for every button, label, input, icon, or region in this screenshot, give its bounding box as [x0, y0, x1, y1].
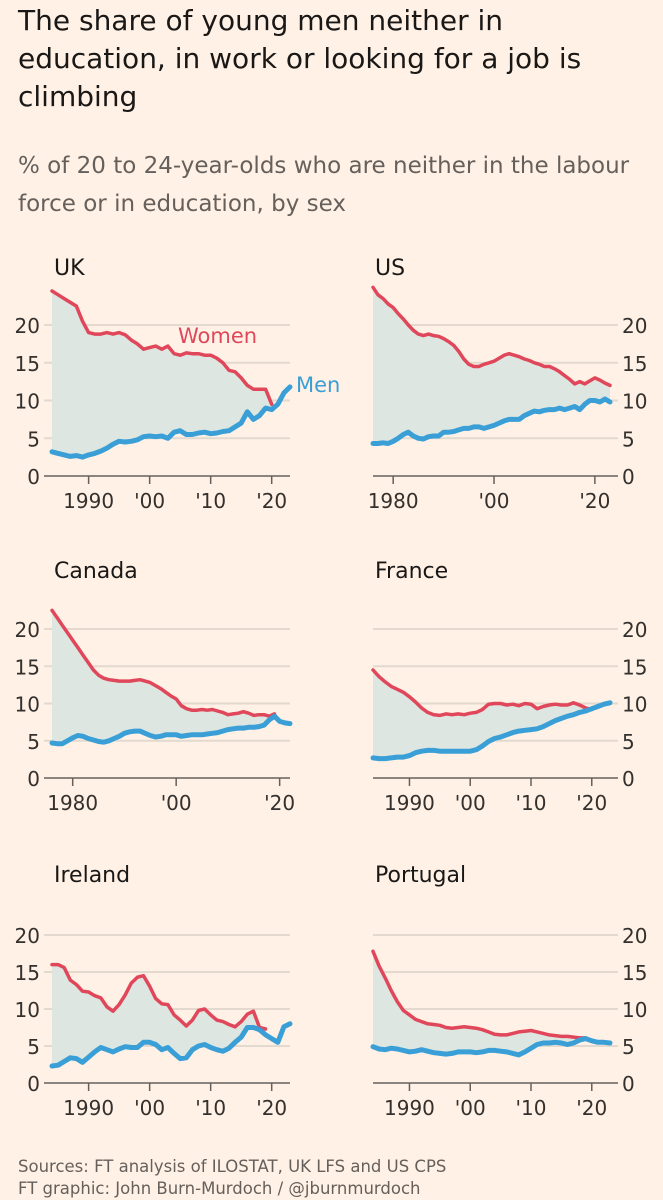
portugal-xtick-label: '00: [455, 1096, 486, 1120]
women-series-label: Women: [178, 324, 257, 348]
canada-men-line: [49, 713, 293, 747]
ireland-ytick-label: 10: [15, 998, 40, 1022]
portugal-xtick-label: '20: [576, 1096, 607, 1120]
portugal-men-line: [370, 1036, 613, 1058]
ireland-xtick-label: 1990: [63, 1096, 114, 1120]
portugal-xtick-label: 1990: [384, 1096, 435, 1120]
france-ytick-label: 20: [622, 618, 647, 642]
france-xtick-label: '10: [516, 791, 547, 815]
ireland-xtick-label: '20: [256, 1096, 287, 1120]
us-gap-area: [373, 287, 610, 444]
portugal-ytick-label: 10: [622, 998, 647, 1022]
portugal-xtick-label: '10: [516, 1096, 547, 1120]
france-ytick-label: 10: [622, 693, 647, 717]
chart-subtitle: % of 20 to 24-year-olds who are neither …: [18, 153, 630, 217]
us-ytick-label: 0: [622, 465, 635, 489]
france-ytick-label: 0: [622, 767, 635, 791]
france-ytick-label: 15: [622, 655, 647, 679]
men-series-label: Men: [296, 373, 340, 397]
france-women-line: [371, 668, 594, 718]
us-xtick-label: '20: [579, 489, 610, 513]
uk-ytick-label: 0: [27, 465, 40, 489]
canada-ytick-label: 5: [27, 730, 40, 754]
uk-panel-title: UK: [54, 256, 85, 281]
uk-xtick-label: '00: [134, 489, 165, 513]
ireland-men-line: [49, 1021, 293, 1069]
ireland-ytick-label: 15: [15, 961, 40, 985]
canada-xtick-label: '00: [161, 791, 192, 815]
uk-ytick-label: 20: [15, 314, 40, 338]
portugal-ytick-label: 5: [622, 1035, 635, 1059]
uk-ytick-label: 15: [15, 352, 40, 376]
sources-note: Sources: FT analysis of ILOSTAT, UK LFS …: [18, 1157, 447, 1176]
portugal-ytick-label: 15: [622, 961, 647, 985]
uk-xtick-label: '20: [256, 489, 287, 513]
ireland-ytick-label: 0: [27, 1072, 40, 1096]
credit-note: FT graphic: John Burn-Murdoch / @jburnmu…: [18, 1179, 421, 1198]
us-women-line: [371, 285, 612, 388]
canada-panel-title: Canada: [54, 559, 138, 584]
canada-ytick-label: 10: [15, 693, 40, 717]
uk-xtick-label: 1990: [63, 489, 114, 513]
canada-xtick-label: '20: [264, 791, 295, 815]
us-panel-title: US: [375, 256, 405, 281]
ireland-ytick-label: 20: [15, 924, 40, 948]
us-xtick-label: '00: [479, 489, 510, 513]
chart-title: The share of young men neither in educat…: [18, 4, 582, 113]
footer: Sources: FT analysis of ILOSTAT, UK LFS …: [18, 1156, 658, 1200]
canada-ytick-label: 0: [27, 767, 40, 791]
us-men-line: [370, 396, 613, 446]
us-xtick-label: 1980: [368, 489, 419, 513]
portugal-gap-area: [373, 951, 586, 1055]
portugal-panel-title: Portugal: [375, 863, 466, 888]
canada-women-line: [50, 608, 277, 718]
ireland-xtick-label: '00: [134, 1096, 165, 1120]
canada-xtick-label: 1980: [47, 791, 98, 815]
france-ytick-label: 5: [622, 730, 635, 754]
uk-men-line: [49, 384, 293, 460]
france-xtick-label: '00: [455, 791, 486, 815]
ireland-ytick-label: 5: [27, 1035, 40, 1059]
canada-ytick-label: 15: [15, 655, 40, 679]
us-ytick-label: 20: [622, 314, 647, 338]
france-gap-area: [373, 669, 592, 759]
ireland-xtick-label: '10: [195, 1096, 226, 1120]
canada-ytick-label: 20: [15, 618, 40, 642]
uk-xtick-label: '10: [195, 489, 226, 513]
uk-ytick-label: 5: [27, 427, 40, 451]
portugal-ytick-label: 0: [622, 1072, 635, 1096]
us-ytick-label: 10: [622, 390, 647, 414]
ireland-women-line: [50, 962, 268, 1031]
france-xtick-label: 1990: [384, 791, 435, 815]
uk-women-line: [50, 289, 274, 407]
portugal-ytick-label: 20: [622, 924, 647, 948]
france-panel-title: France: [375, 559, 448, 584]
us-ytick-label: 5: [622, 427, 635, 451]
ireland-panel-title: Ireland: [54, 863, 130, 888]
portugal-women-line: [371, 949, 588, 1040]
ireland-gap-area: [52, 964, 266, 1066]
us-ytick-label: 15: [622, 352, 647, 376]
uk-ytick-label: 10: [15, 390, 40, 414]
canada-gap-area: [52, 610, 275, 744]
france-men-line: [370, 700, 613, 762]
france-xtick-label: '20: [576, 791, 607, 815]
